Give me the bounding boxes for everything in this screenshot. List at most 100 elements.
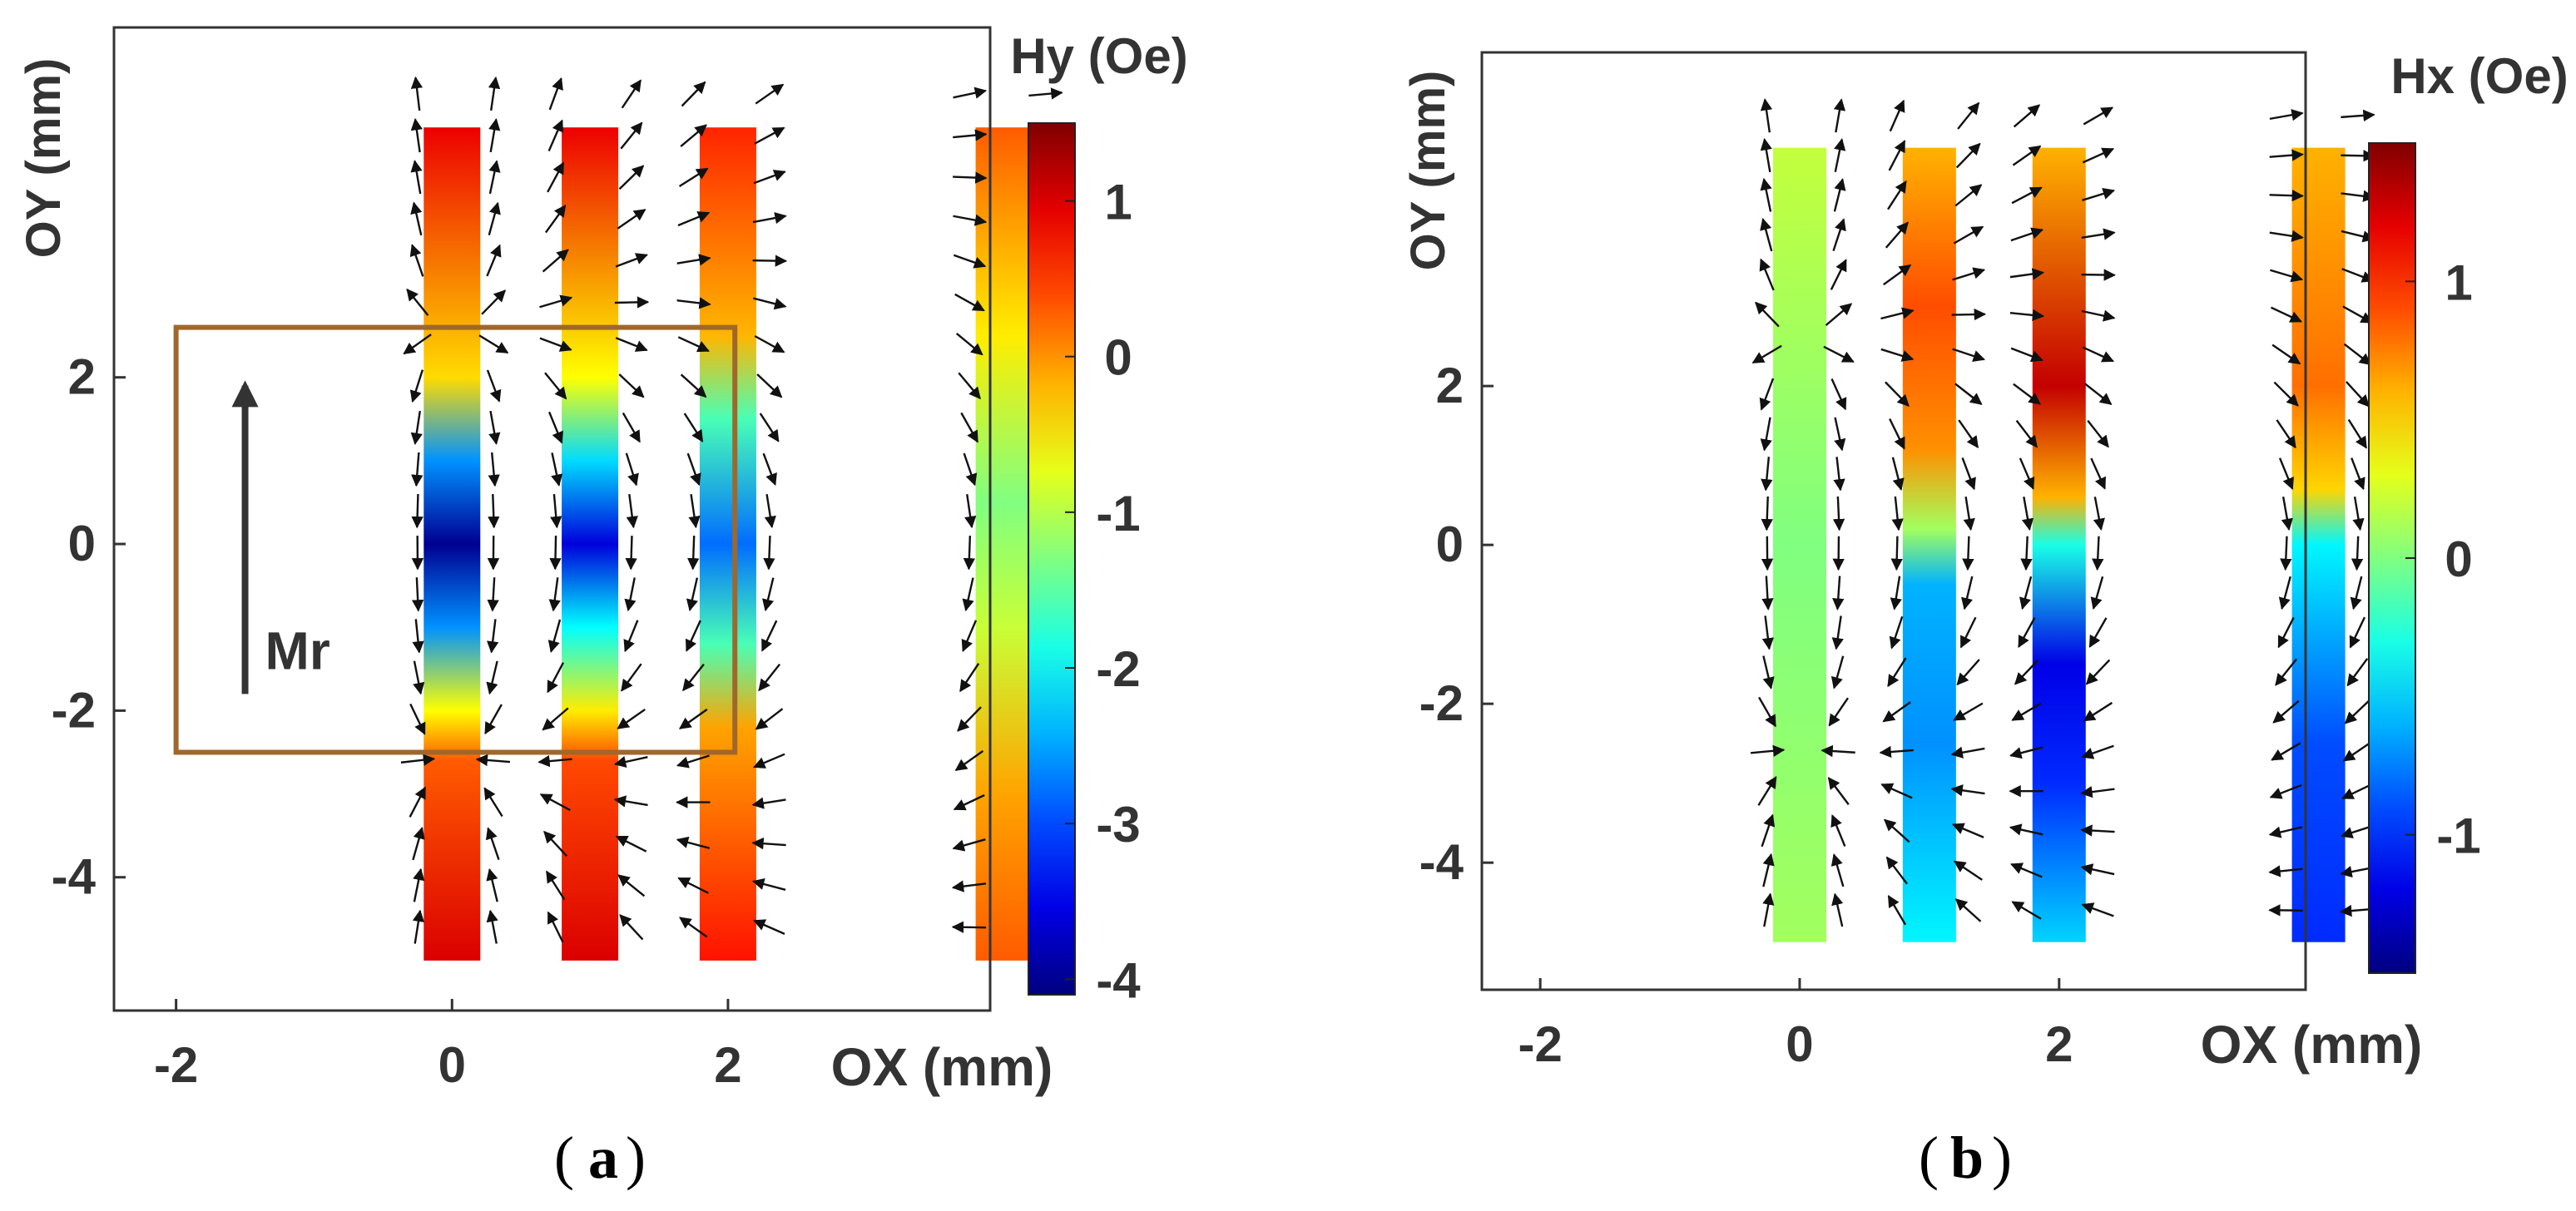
colorbar-tick-label: -3 — [1096, 797, 1140, 853]
field-vector — [542, 249, 569, 273]
field-vector — [1825, 303, 1853, 327]
field-vector — [2080, 785, 2115, 798]
field-vector — [548, 77, 563, 111]
field-vector — [1880, 348, 1915, 362]
field-vector — [617, 209, 646, 230]
panel-a-xlabel: OX (mm) — [831, 1037, 1053, 1097]
field-vector — [680, 124, 707, 147]
panel-a-y-ticks: -4 -2 0 2 — [52, 349, 126, 905]
field-vector — [2082, 346, 2115, 363]
field-vector — [1951, 308, 1987, 321]
field-vector — [686, 452, 701, 487]
y-tick-label: 2 — [68, 349, 96, 405]
field-vector — [1762, 655, 1775, 690]
field-vector — [486, 660, 498, 695]
caption-b-open: ( — [1919, 1124, 1939, 1191]
field-vector — [2012, 145, 2042, 166]
caption-b: ( b ) — [1919, 1124, 2012, 1191]
field-vector — [412, 827, 425, 861]
field-vector — [2081, 744, 2114, 759]
field-vector — [751, 877, 786, 892]
panel-a-strip-x0 — [424, 127, 481, 961]
field-vector — [2345, 381, 2370, 408]
field-vector — [1830, 814, 1846, 847]
field-vector — [545, 870, 566, 901]
field-vector — [1961, 576, 1974, 610]
field-vector — [487, 577, 499, 612]
field-vector — [1954, 184, 1983, 207]
field-vector — [2349, 616, 2366, 649]
field-vector — [613, 795, 648, 808]
field-vector — [537, 754, 572, 768]
field-vector — [2269, 109, 2304, 121]
field-vector — [2269, 230, 2304, 242]
field-vector — [951, 921, 987, 933]
field-vector — [2021, 497, 2034, 531]
field-vector — [547, 662, 565, 694]
field-vector — [1889, 418, 1905, 450]
field-vector — [2009, 746, 2043, 759]
field-vector — [618, 373, 645, 398]
field-vector — [488, 160, 501, 195]
field-vector — [2009, 268, 2045, 280]
field-vector — [753, 170, 786, 185]
field-vector — [410, 117, 423, 153]
x-tick-label: -2 — [1518, 1016, 1562, 1072]
field-vector — [410, 201, 423, 236]
field-vector — [751, 838, 786, 850]
field-vector — [2083, 701, 2113, 722]
field-vector — [2081, 309, 2116, 322]
field-vector — [1761, 457, 1773, 492]
field-vector — [539, 337, 572, 352]
field-vector — [678, 708, 708, 729]
field-vector — [542, 707, 569, 731]
field-vector — [2268, 826, 2303, 838]
field-vector — [1762, 892, 1775, 927]
field-vector — [677, 211, 711, 227]
field-vector — [624, 577, 637, 612]
field-vector — [676, 836, 711, 849]
caption-a-letter: a — [588, 1124, 618, 1191]
field-vector — [759, 413, 780, 442]
field-vector — [488, 410, 501, 445]
field-vector — [486, 244, 502, 277]
field-vector — [677, 877, 709, 894]
field-vector — [2082, 147, 2115, 164]
field-vector — [625, 536, 637, 571]
colorbar-tick-label: 0 — [1104, 330, 1132, 386]
x-tick-label: -2 — [154, 1037, 198, 1093]
panel-a-strips — [424, 127, 1033, 961]
caption-a: ( a ) — [554, 1124, 646, 1191]
field-vector — [615, 835, 647, 853]
field-vector — [1827, 777, 1850, 805]
field-vector — [486, 369, 502, 403]
field-vector — [1879, 745, 1914, 759]
field-vector — [413, 867, 425, 902]
field-vector — [953, 86, 988, 99]
caption-b-letter: b — [1950, 1124, 1984, 1191]
field-vector — [1830, 853, 1845, 887]
field-vector — [1961, 457, 1976, 491]
field-vector — [961, 620, 978, 652]
x-tick-label: 2 — [2045, 1016, 2073, 1072]
field-vector — [539, 793, 571, 812]
colorbar-tick-label: -1 — [2436, 808, 2480, 864]
field-vector — [483, 787, 503, 818]
field-vector — [1956, 659, 1980, 686]
field-vector — [1028, 87, 1063, 100]
field-vector — [1761, 576, 1774, 610]
field-vector — [1830, 655, 1845, 690]
field-vector — [1821, 744, 1855, 758]
field-vector — [676, 754, 710, 769]
field-vector — [752, 212, 787, 225]
field-vector — [550, 493, 562, 529]
field-vector — [488, 118, 501, 153]
panel-b-strip-x0 — [1772, 147, 1826, 942]
field-vector — [2280, 536, 2292, 571]
field-vector — [687, 536, 700, 571]
field-vector — [2081, 902, 2114, 917]
field-vector — [626, 493, 638, 529]
field-vector — [1761, 813, 1776, 848]
field-vector — [1761, 615, 1774, 650]
panel-b-xlabel: OX (mm) — [2201, 1015, 2423, 1075]
